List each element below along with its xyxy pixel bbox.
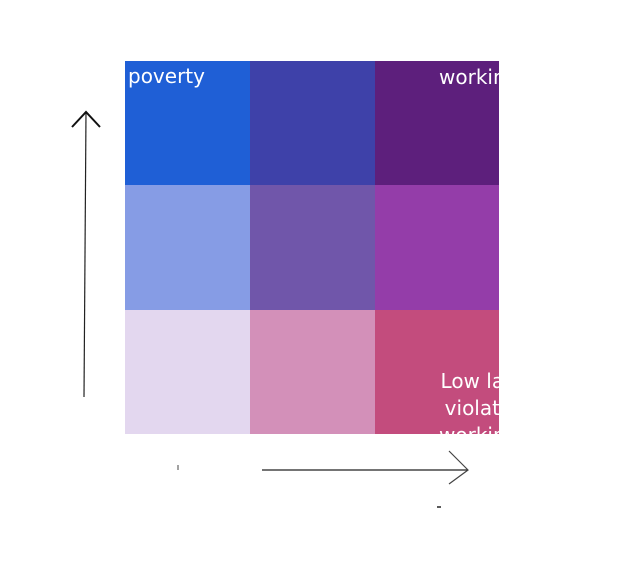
cell-low-poverty-high-violation bbox=[375, 310, 499, 434]
cell-high-poverty-low-violation bbox=[125, 61, 250, 185]
cell-low-poverty-low-violation bbox=[125, 310, 250, 434]
cell-mid-poverty-low-violation bbox=[125, 185, 250, 310]
label-top-right: workin bbox=[439, 65, 499, 89]
cell-mid-poverty-mid-violation bbox=[250, 185, 375, 310]
cell-mid-poverty-high-violation bbox=[375, 185, 499, 310]
x-axis-arrowhead-icon bbox=[448, 450, 469, 485]
y-axis-arrowhead-icon bbox=[71, 110, 101, 128]
label-top-left: poverty bbox=[128, 64, 205, 88]
color-grid: poverty workin Low la violat workin bbox=[125, 61, 499, 434]
cell-high-poverty-high-violation bbox=[375, 61, 499, 185]
label-bottom-right: Low la violat workin bbox=[439, 369, 499, 434]
cell-high-poverty-mid-violation bbox=[250, 61, 375, 185]
y-axis-line bbox=[83, 111, 87, 398]
cell-low-poverty-mid-violation bbox=[250, 310, 375, 434]
